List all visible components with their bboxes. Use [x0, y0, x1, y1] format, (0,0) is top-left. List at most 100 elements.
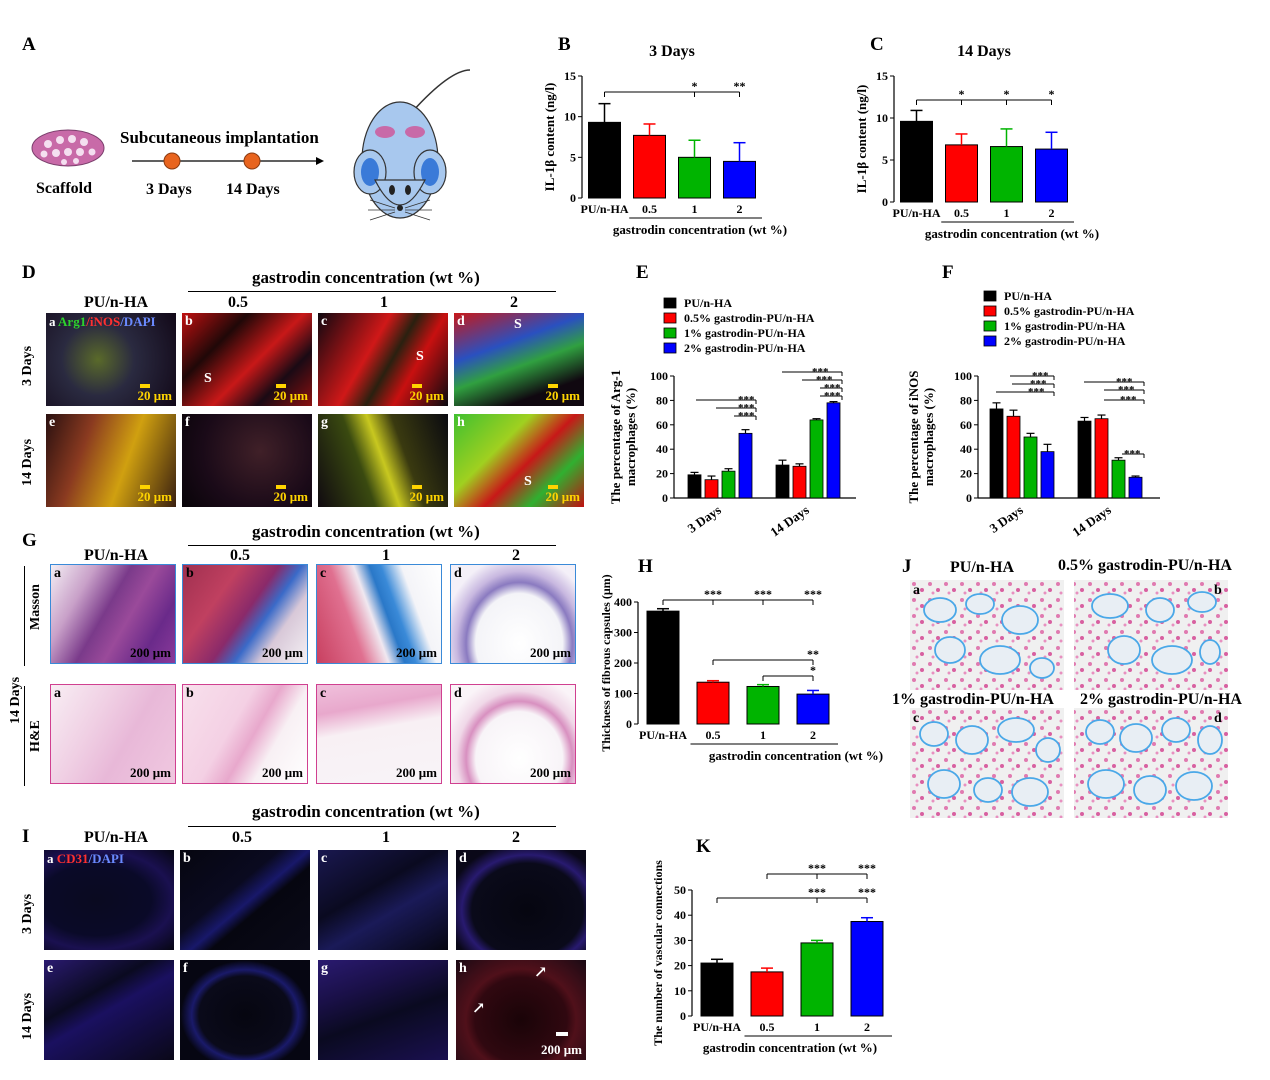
i-col-2: 2: [512, 829, 520, 846]
j-image-a: a: [910, 580, 1064, 690]
svg-text:a: a: [913, 583, 920, 598]
bar: [809, 419, 824, 499]
d-image-b: b S 20 μm: [182, 313, 312, 406]
legend-label: PU/n-HA: [1004, 289, 1052, 303]
chart-c: 14 Days 0 5 10 15 IL-1β content (ng/l) PU/n-HA…: [854, 43, 1099, 241]
x-axis-label: gastrodin concentration (wt %): [709, 748, 883, 763]
g-he-d: d 200 μm: [450, 684, 576, 784]
y-tick-label: 400: [614, 595, 632, 609]
y-tick-label: 80: [656, 393, 668, 407]
bar: [738, 432, 753, 499]
x-tick-label: 2: [737, 202, 743, 216]
y-tick-label: 15: [876, 69, 888, 83]
i-col-pu: PU/n-HA: [84, 829, 148, 846]
legend-label: PU/n-HA: [684, 296, 732, 310]
x-tick-label: 0.5: [642, 202, 657, 216]
bar: [989, 408, 1004, 499]
j-image-b: b: [1074, 580, 1228, 690]
legend-label: 2% gastrodin-PU/n-HA: [1004, 334, 1126, 348]
i-row-14-days: 14 Days: [20, 992, 35, 1040]
y-tick-label: 0: [966, 491, 972, 505]
y-axis-label: The percentage of Arg-1: [608, 370, 623, 504]
bar: [945, 144, 978, 203]
y-tick-label: 5: [882, 153, 888, 167]
y-tick-label: 15: [564, 69, 576, 83]
y-tick-label: 5: [570, 150, 576, 164]
g-col-05: 0.5: [230, 547, 250, 564]
sig-label: ***: [1030, 378, 1047, 390]
g-row-he: H&E: [28, 720, 43, 752]
i-col-05: 0.5: [232, 829, 252, 846]
x-tick-label: 14 Days: [767, 502, 811, 539]
sig-label: ***: [1028, 386, 1045, 398]
d-row-3-days: 3 Days: [20, 345, 35, 386]
y-tick-label: 40: [960, 442, 972, 456]
i-header: gastrodin concentration (wt %): [252, 802, 480, 821]
x-tick-label: 1: [814, 1020, 820, 1034]
panel-label-c: C: [870, 34, 884, 55]
g-masson-c: c 200 μm: [316, 564, 442, 664]
sig-label: ***: [1032, 370, 1049, 382]
sig-label: *: [1004, 87, 1010, 101]
bar: [678, 156, 711, 199]
y-tick-label: 60: [656, 418, 668, 432]
panel-label-e: E: [636, 262, 649, 283]
bar: [775, 464, 790, 499]
bar: [746, 685, 780, 725]
legend-swatch: [983, 305, 997, 317]
schematic-a: [31, 69, 471, 221]
bar: [1128, 476, 1143, 499]
chart-e: PU/n-HA0.5% gastrodin-PU/n-HA1% gastrodi…: [608, 296, 856, 540]
d-image-g: g 20 μm: [318, 414, 448, 507]
legend-swatch: [983, 290, 997, 302]
sig-label: ***: [812, 366, 829, 378]
d-header: gastrodin concentration (wt %): [252, 268, 480, 287]
bar: [800, 942, 834, 1017]
d-col-pu: PU/n-HA: [84, 294, 148, 311]
j-image-c: c: [910, 708, 1064, 818]
bar: [1006, 415, 1021, 499]
g-header-rule: [188, 545, 556, 546]
panel-label-a: A: [22, 34, 36, 55]
panel-label-d: D: [22, 262, 36, 283]
panel-label-g: G: [22, 530, 37, 551]
legend-label: 0.5% gastrodin-PU/n-HA: [1004, 304, 1135, 318]
sig-label: ***: [816, 374, 833, 386]
y-axis-label: macrophages (%): [921, 388, 936, 486]
sig-label: ***: [858, 861, 876, 875]
y-axis-label: IL-1β content (ng/l): [542, 83, 557, 192]
i-col-1: 1: [382, 829, 390, 846]
mouse-icon: [353, 69, 471, 221]
g-col-1: 1: [382, 547, 390, 564]
sig-label: ***: [1124, 448, 1141, 460]
y-tick-label: 0: [680, 1009, 686, 1023]
y-tick-label: 0: [626, 717, 632, 731]
y-tick-label: 300: [614, 626, 632, 640]
timepoint-14-days-icon: [243, 152, 261, 170]
y-tick-label: 40: [656, 442, 668, 456]
chart-k: 0 10 20 30 40 50 The number of vascular connec…: [651, 860, 892, 1055]
y-tick-label: 10: [674, 984, 686, 998]
i-row-3-days: 3 Days: [20, 893, 35, 934]
i-image-c: c: [318, 850, 448, 950]
bar: [796, 693, 830, 725]
y-tick-label: 40: [674, 908, 686, 922]
bar: [1035, 148, 1068, 203]
g-masson-d: d 200 μm: [450, 564, 576, 664]
chart-title: 3 Days: [649, 43, 695, 60]
bar: [588, 121, 621, 199]
i-header-rule: [188, 826, 556, 827]
j-title-a: PU/n-HA: [950, 559, 1014, 576]
g-he-b: b 200 μm: [182, 684, 308, 784]
g-masson-a: a 200 μm: [50, 564, 176, 664]
legend-swatch: [983, 320, 997, 332]
legend-swatch: [663, 312, 677, 324]
x-tick-label: PU/n-HA: [893, 206, 941, 220]
d-row-14-days: 14 Days: [20, 438, 35, 486]
bar: [704, 479, 719, 499]
j-title-c: 1% gastrodin-PU/n-HA: [892, 691, 1054, 708]
legend-label: 2% gastrodin-PU/n-HA: [684, 341, 806, 355]
bar: [900, 120, 933, 203]
panel-label-i: I: [22, 826, 30, 847]
legend-label: 0.5% gastrodin-PU/n-HA: [684, 311, 815, 325]
